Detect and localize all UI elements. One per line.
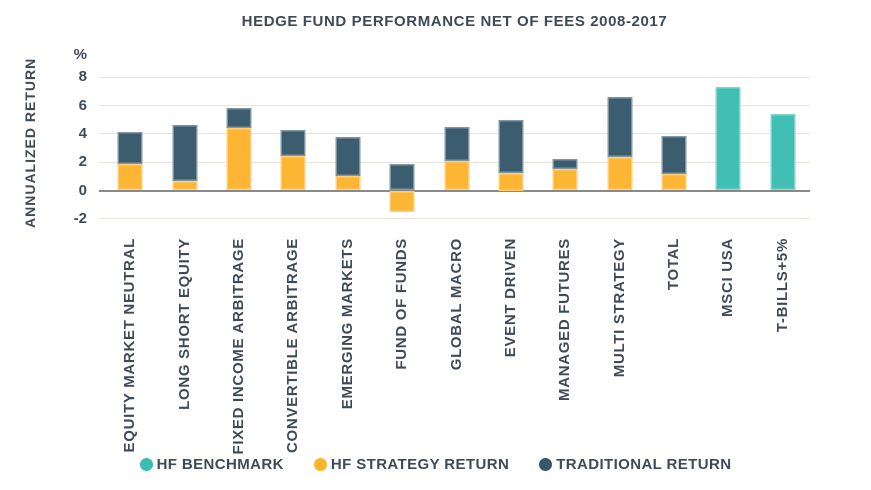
zero-axis-line [99, 189, 810, 192]
traditional-return-segment [226, 107, 252, 129]
y-tick-label: 2 [78, 153, 87, 171]
y-axis-title: ANNUALIZED RETURN [22, 57, 38, 228]
bar-slot-emerging-markets [321, 60, 375, 230]
bar-slot-t-bills-5 [756, 60, 810, 230]
hf-strategy-return-segment [335, 176, 361, 191]
gridline [99, 105, 810, 107]
x-axis-label-fixed-income-arbitrage: FIXED INCOME ARBITRAGE [229, 238, 247, 455]
x-axis-label-global-macro: GLOBAL MACRO [447, 238, 465, 371]
hf-strategy-return-segment [661, 174, 687, 191]
hf-strategy-return-segment [552, 168, 578, 191]
y-tick-label: 8 [78, 68, 87, 86]
traditional-return-segment [552, 158, 578, 169]
x-axis-label-managed-futures: MANAGED FUTURES [556, 238, 574, 401]
traditional-return-segment [335, 137, 361, 177]
hf-strategy-return-segment [389, 190, 415, 212]
x-axis-label-emerging-markets: EMERGING MARKETS [338, 238, 356, 410]
plot-area: % 8 6 4 2 0 -2 [74, 46, 810, 230]
y-tick-label: 6 [78, 96, 87, 114]
legend-item-hf-benchmark: HF BENCHMARK [139, 456, 284, 473]
bar-slot-equity-market-neutral [103, 60, 157, 230]
x-axis-label-event-driven: EVENT DRIVEN [501, 238, 519, 358]
hf-benchmark-dot-icon [139, 458, 153, 471]
traditional-return-dot-icon [539, 458, 553, 471]
traditional-return-segment [280, 130, 306, 156]
chart-title: HEDGE FUND PERFORMANCE NET OF FEES 2008-… [241, 13, 668, 30]
hf-strategy-return-segment [226, 128, 252, 191]
x-axis-label-long-short-equity: LONG SHORT EQUITY [175, 238, 193, 410]
traditional-return-segment [661, 136, 687, 175]
bar-slot-msci-usa [701, 60, 755, 230]
hf-strategy-return-segment [117, 163, 143, 191]
bar-slot-multi-strategy [593, 60, 647, 230]
hf-benchmark-segment [715, 87, 741, 191]
bar-slot-fixed-income-arbitrage [212, 60, 266, 230]
y-tick-label: -2 [73, 209, 87, 227]
legend-label: TRADITIONAL RETURN [556, 456, 732, 473]
hf-strategy-return-segment [172, 180, 198, 191]
bar-slot-global-macro [429, 60, 483, 230]
bar-slot-fund-of-funds [375, 60, 429, 230]
y-tick-label: 4 [78, 124, 87, 142]
hf-strategy-return-segment [498, 172, 524, 191]
legend-label: HF STRATEGY RETURN [330, 456, 510, 473]
y-tick-label: 0 [78, 181, 87, 199]
traditional-return-segment [498, 119, 524, 173]
legend-item-traditional-return: TRADITIONAL RETURN [539, 456, 731, 473]
traditional-return-segment [444, 126, 470, 162]
traditional-return-segment [389, 164, 415, 191]
gridline [99, 218, 810, 220]
legend-item-hf-strategy-return: HF STRATEGY RETURN [313, 456, 510, 473]
bar-slot-total [647, 60, 701, 230]
legend-label: HF BENCHMARK [156, 456, 284, 473]
gridline [99, 76, 810, 78]
hf-strategy-return-segment [444, 161, 470, 191]
x-axis-label-t-bills-5: T-BILLS+5% [773, 238, 791, 333]
x-axis-label-msci-usa: MSCI USA [719, 238, 737, 317]
hf-strategy-return-segment [607, 157, 633, 191]
x-axis-label-multi-strategy: MULTI STRATEGY [610, 238, 628, 378]
y-axis-unit: % [73, 46, 87, 63]
traditional-return-segment [607, 97, 633, 158]
hf-strategy-return-segment [280, 155, 306, 191]
x-axis-labels: EQUITY MARKET NEUTRAL LONG SHORT EQUITY FI… [99, 230, 810, 455]
bar-slot-long-short-equity [157, 60, 211, 230]
bar-slot-convertible-arbitrage [266, 60, 320, 230]
legend: HF BENCHMARK HF STRATEGY RETURN TRADITIO… [0, 456, 871, 473]
traditional-return-segment [172, 125, 198, 181]
x-axis-label-total: TOTAL [665, 238, 683, 291]
x-axis-label-convertible-arbitrage: CONVERTIBLE ARBITRAGE [284, 238, 302, 453]
hf-strategy-return-dot-icon [313, 458, 327, 471]
bars-row [103, 60, 810, 230]
x-axis-label-equity-market-neutral: EQUITY MARKET NEUTRAL [121, 238, 139, 453]
bar-slot-event-driven [484, 60, 538, 230]
traditional-return-segment [117, 132, 143, 164]
hf-benchmark-segment [770, 114, 796, 191]
x-axis-label-fund-of-funds: FUND OF FUNDS [393, 238, 411, 370]
bar-slot-managed-futures [538, 60, 592, 230]
